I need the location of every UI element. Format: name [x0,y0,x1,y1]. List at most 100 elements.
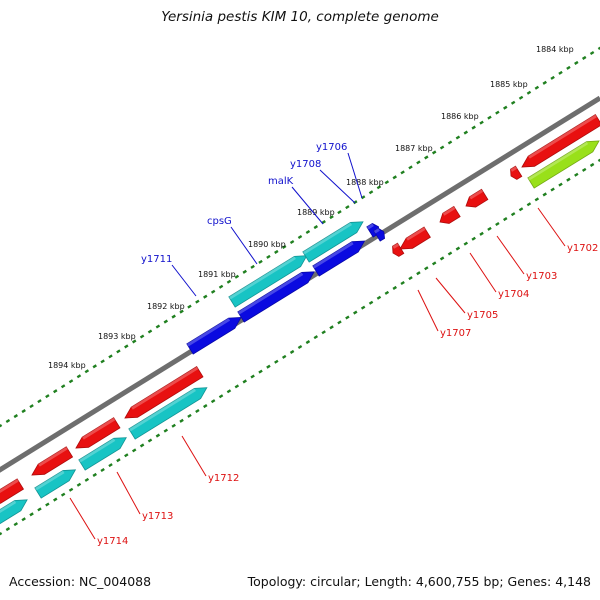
inner-tick [171,423,176,428]
outer-tick [400,170,405,175]
outer-tick [313,225,319,230]
outer-tick [471,125,476,130]
gene-y1712-highlight [131,366,199,410]
inner-tick [424,266,429,271]
inner-tick [13,522,19,527]
outer-tick [455,135,461,140]
inner-tick [360,305,366,310]
inner-tick [447,251,453,256]
outer-tick [384,180,390,185]
inner-tick [68,487,74,492]
gene-label-y1713: y1713 [142,511,173,522]
gene-label-y1708: y1708 [290,159,321,170]
scale-label: 1894 kbp [48,361,86,370]
gene-label-y1706: y1706 [316,142,347,153]
outer-tick [542,80,547,85]
map-title: Yersinia pestis KIM 10, complete genome [161,9,439,25]
outer-tick [29,404,34,409]
gene-y1704-highlight [442,206,456,216]
inner-tick [353,310,358,315]
inner-tick [589,162,595,167]
inner-tick [218,394,224,399]
inner-tick [542,192,547,197]
outer-tick [68,379,74,384]
outer-tick [163,319,169,324]
outer-tick [487,115,492,120]
inner-tick [281,354,287,359]
outer-tick [495,110,500,115]
inner-tick [84,477,90,482]
outer-tick [424,155,429,160]
scale-label: 1887 kbp [395,144,433,153]
gene-red-far-highlight [528,114,597,159]
outer-tick [558,70,563,75]
inner-tick [258,369,263,374]
outer-tick [226,279,232,284]
outer-tick [274,249,279,254]
outer-tick [250,264,255,269]
outer-tick [187,304,192,309]
inner-tick [305,340,311,345]
inner-tick [463,241,469,246]
inner-tick [439,256,445,261]
gene-y1703-highlight [469,189,484,200]
gene-label-y1714: y1714 [97,536,128,547]
gene-cpsG [228,255,308,308]
outer-tick [416,160,421,165]
gene-y1706-b [373,227,386,242]
scale-label: 1893 kbp [98,332,136,341]
outer-tick [463,130,469,135]
outer-tick [321,220,326,225]
gene-cpsG-highlight [228,256,296,300]
outer-tick [589,50,595,55]
outer-tick [526,90,532,95]
gene-red-edge-highlight [0,478,19,494]
inner-tick [376,295,382,300]
inner-tick [242,379,247,384]
outer-tick [392,175,397,180]
scale-label: 1886 kbp [441,112,479,121]
inner-tick [179,418,184,423]
gene-y1704 [439,205,461,224]
label-leader-lines [69,152,566,540]
gene-malK [302,221,364,263]
inner-tick [487,226,492,231]
scale-label: 1884 kbp [536,45,574,54]
inner-tick [266,364,271,369]
outer-tick [92,364,97,369]
outer-tick [408,165,413,170]
outer-tick [518,95,524,100]
outer-tick [37,399,42,404]
gene-y1705-highlight [406,227,426,241]
outer-tick [124,344,129,349]
inner-tick [345,315,350,320]
gene-labels: y1706y1708malKcpsGy1711y1702y1703y1704y1… [97,142,598,547]
outer-tick [242,269,247,274]
outer-tick [447,140,453,145]
inner-tick [471,236,476,241]
gene-y1713 [75,417,121,449]
gene-cyan-low-c [34,469,77,499]
inner-tick [550,187,555,192]
inner-tick [400,281,405,286]
gene-cyan-low-d [0,499,28,525]
outer-tick [479,120,484,125]
outer-tick [203,294,208,299]
gene-label-cpsG: cpsG [207,216,232,227]
inner-tick [5,527,11,532]
outer-tick [155,324,161,329]
scale-label: 1890 kbp [248,240,286,249]
outer-tick [258,259,263,264]
inner-tick [581,167,587,172]
outer-tick [566,65,571,70]
gene-label-y1703: y1703 [526,271,557,282]
inner-tick [29,512,34,517]
outer-tick [5,419,11,424]
gene-y1702 [510,165,523,180]
gene-label-y1705: y1705 [467,310,498,321]
gene-y1714 [31,446,74,476]
inner-tick [274,359,279,364]
outer-tick [195,299,200,304]
inner-tick [574,172,579,177]
inner-tick [116,458,121,463]
